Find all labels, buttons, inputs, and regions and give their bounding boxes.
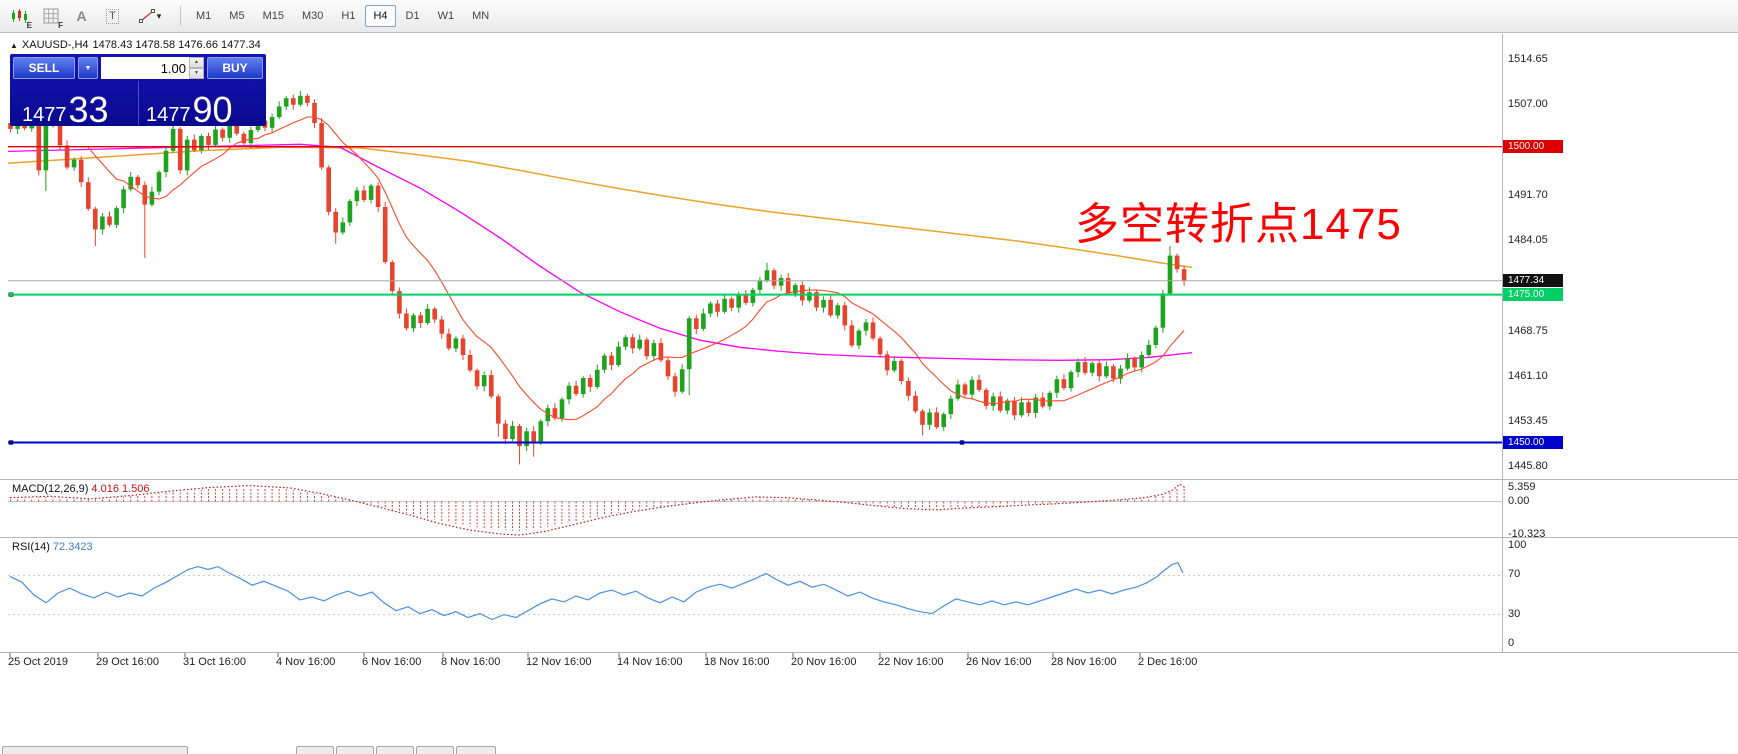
text-label-button[interactable]: T: [98, 3, 127, 30]
date-axis-label: 2 Dec 16:00: [1138, 656, 1198, 668]
rsi-scale-label: 0: [1508, 637, 1515, 649]
price-axis-label: 1507.00: [1508, 98, 1548, 111]
rsi-scale-label: 100: [1508, 539, 1527, 551]
volume-increase-button[interactable]: ▲: [189, 57, 204, 68]
rsi-scale-label: 30: [1508, 607, 1521, 620]
price-badge: 1475.00: [1503, 288, 1563, 302]
timeframe-h1[interactable]: H1: [341, 10, 356, 22]
macd-plot: [8, 483, 1502, 536]
macd-scale-label: 5.359: [1508, 481, 1536, 493]
text-annotation-button[interactable]: A: [67, 3, 96, 30]
ma-fast-line: [87, 116, 1185, 421]
panel-toggle-icon[interactable]: ▲: [10, 41, 18, 50]
date-axis-label: 4 Nov 16:00: [276, 656, 336, 668]
panel-separators: [0, 34, 1738, 653]
grid-button[interactable]: F: [36, 3, 65, 30]
chart-annotation: 多空转折点1475: [1075, 200, 1402, 249]
sell-price: 1477 33: [22, 89, 109, 131]
price-axis-label: 1514.65: [1508, 53, 1548, 65]
chart-icon-badge: E: [26, 20, 32, 30]
date-axis-label: 28 Nov 16:00: [1051, 656, 1117, 668]
toolbar-separator: [180, 6, 181, 26]
date-axis-label: 14 Nov 16:00: [617, 656, 683, 668]
current-price-badge: 1477.34: [1503, 274, 1563, 288]
timeframe-m15[interactable]: M15: [262, 10, 284, 22]
grid-icon-badge: F: [58, 20, 63, 30]
volume-input[interactable]: [101, 57, 189, 79]
ma-medium-line: [7, 143, 1193, 361]
trendline-icon: [138, 9, 155, 23]
volume-field: ▲ ▼: [101, 57, 204, 79]
date-ticks: [9, 653, 1141, 657]
price-axis-label: 1468.75: [1508, 324, 1548, 337]
timeframe-m1[interactable]: M1: [196, 10, 212, 22]
bottom-tab[interactable]: [296, 746, 334, 754]
price-axis-label: 1461.10: [1508, 369, 1548, 382]
date-axis-label: 12 Nov 16:00: [526, 656, 592, 668]
price-axis-label: 1453.45: [1508, 415, 1548, 428]
price-divider: [138, 81, 139, 125]
hline-1450.00[interactable]: [8, 440, 1502, 445]
date-axis-label: 26 Nov 16:00: [966, 656, 1032, 668]
letter-t-icon: T: [106, 8, 119, 24]
chevron-down-icon: ▾: [156, 10, 162, 21]
symbol-name: XAUUSD-,H4: [21, 39, 89, 51]
candlestick-chart-icon: [11, 9, 27, 23]
macd-indicator-label: MACD(12,26,9) 4.016 1.506: [12, 483, 150, 495]
bottom-tab[interactable]: [376, 746, 414, 754]
sell-button[interactable]: SELL: [13, 57, 75, 79]
timeframe-m30[interactable]: M30: [301, 10, 324, 22]
caret-down-icon: ▼: [84, 64, 92, 72]
drawing-tools-button[interactable]: ▾: [129, 3, 171, 30]
timeframe-w1[interactable]: W1: [437, 10, 455, 22]
date-axis-label: 8 Nov 16:00: [441, 656, 501, 668]
rsi-indicator-label: RSI(14) 72.3423: [12, 541, 93, 553]
chart-type-button[interactable]: E: [5, 3, 34, 30]
price-axis-label: 1484.05: [1508, 234, 1548, 247]
timeframe-h4[interactable]: H4: [365, 5, 396, 27]
date-axis-label: 6 Nov 16:00: [362, 656, 422, 668]
timeframe-buttons: M1 M5 M15 M30 H1 H4 D1 W1 MN: [188, 5, 497, 27]
date-axis-label: 25 Oct 2019: [8, 656, 68, 668]
letter-a-icon: A: [76, 8, 87, 24]
hline-1475.00[interactable]: [8, 292, 1502, 297]
date-axis-label: 31 Oct 16:00: [183, 656, 246, 668]
bottom-tab[interactable]: [416, 746, 454, 754]
buy-price: 1477 90: [146, 89, 233, 131]
grid-icon: [43, 8, 58, 24]
bottom-tab[interactable]: [2, 746, 188, 754]
date-axis-label: 22 Nov 16:00: [878, 656, 944, 668]
price-axis-label: 1491.70: [1508, 188, 1548, 201]
price-badge: 1450.00: [1503, 436, 1563, 450]
toolbar: E F A T ▾ M1 M5 M15 M30 H1 H4 D1 W1 MN: [0, 0, 1738, 33]
rsi-plot: [8, 561, 1502, 621]
timeframe-m5[interactable]: M5: [229, 10, 245, 22]
date-axis-label: 29 Oct 16:00: [96, 656, 159, 668]
bottom-tab[interactable]: [456, 746, 496, 754]
macd-scale-label: 0.00: [1508, 494, 1530, 507]
symbol-ohlc-line: ▲ XAUUSD-,H4 1478.43 1478.58 1476.66 1477.…: [10, 39, 265, 51]
timeframe-mn[interactable]: MN: [472, 10, 490, 22]
ohlc-values: 1478.43 1478.58 1476.66 1477.34: [92, 39, 261, 51]
date-axis-label: 20 Nov 16:00: [791, 656, 857, 668]
macd-scale-label: -10.323: [1508, 528, 1546, 541]
price-badge: 1500.00: [1503, 140, 1563, 154]
bottom-tab[interactable]: [336, 746, 374, 754]
volume-dropdown-button[interactable]: ▼: [78, 57, 98, 79]
date-axis-label: 18 Nov 16:00: [704, 656, 770, 668]
timeframe-d1[interactable]: D1: [405, 10, 420, 22]
volume-decrease-button[interactable]: ▼: [189, 68, 204, 79]
buy-button[interactable]: BUY: [207, 57, 263, 79]
price-axis-label: 1445.80: [1508, 460, 1548, 473]
rsi-scale-label: 70: [1508, 568, 1521, 581]
